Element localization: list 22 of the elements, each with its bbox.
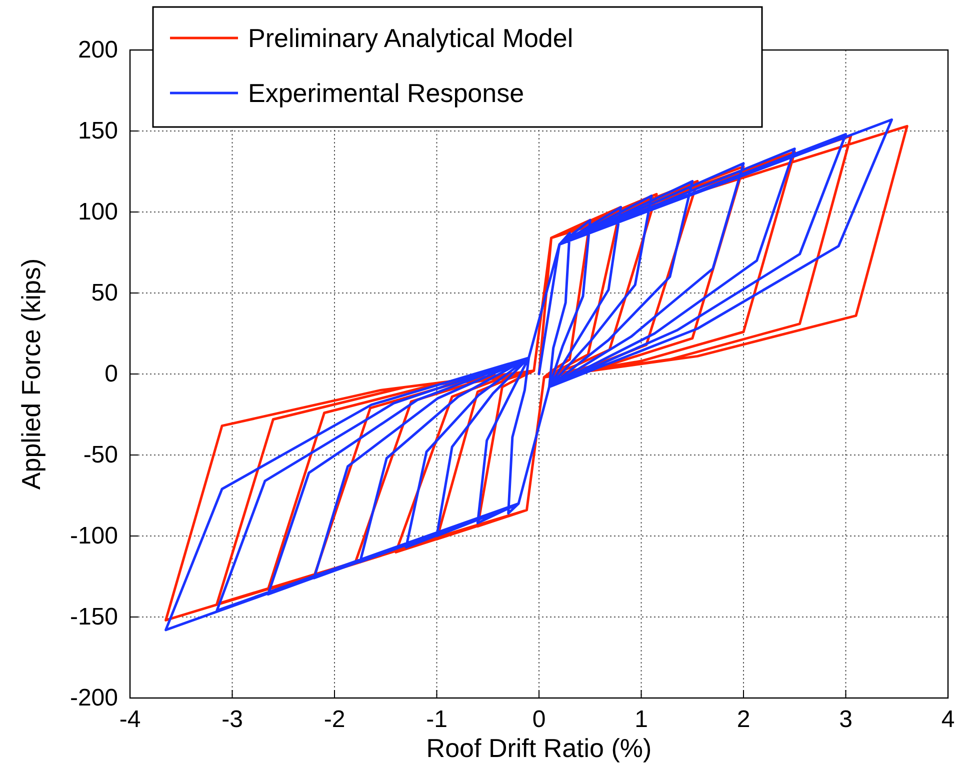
x-tick-label: -4 xyxy=(119,706,141,734)
x-tick-label: 0 xyxy=(532,706,546,734)
y-tick-label: 50 xyxy=(91,280,118,307)
x-tick-label: -1 xyxy=(426,706,448,734)
y-tick-label: 150 xyxy=(78,118,118,145)
y-tick-label: 200 xyxy=(78,36,118,64)
y-axis-title: Applied Force (kips) xyxy=(16,258,46,490)
x-tick-label: -2 xyxy=(324,706,346,734)
x-tick-label: 3 xyxy=(839,706,852,734)
x-tick-label: 2 xyxy=(736,706,750,734)
x-tick-label: -3 xyxy=(222,706,243,734)
x-tick-label: 1 xyxy=(634,706,648,734)
y-tick-label: -100 xyxy=(70,522,118,550)
x-axis-title: Roof Drift Ratio (%) xyxy=(426,733,652,763)
legend-label: Preliminary Analytical Model xyxy=(248,23,574,53)
legend-label: Experimental Response xyxy=(248,78,524,108)
x-tick-label: 4 xyxy=(941,706,955,734)
y-tick-label: -200 xyxy=(70,684,118,712)
y-tick-label: -50 xyxy=(83,442,118,469)
y-tick-label: -150 xyxy=(70,604,118,631)
y-tick-label: 0 xyxy=(104,360,118,388)
y-tick-label: 100 xyxy=(78,198,118,226)
